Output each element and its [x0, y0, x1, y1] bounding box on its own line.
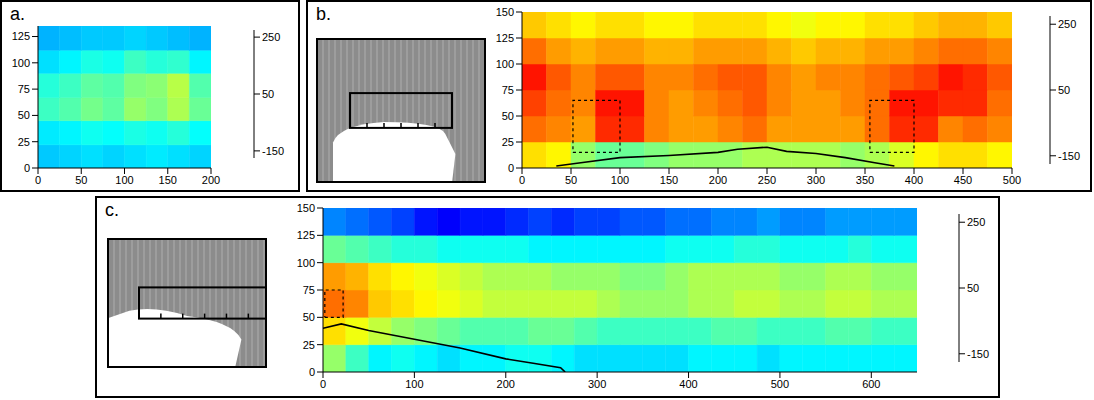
- html-text:a.: a.: [10, 4, 25, 24]
- html-text:c.: c.: [105, 200, 119, 220]
- svg-text:300: 300: [807, 174, 825, 186]
- svg-text:600: 600: [862, 378, 880, 390]
- svg-text:500: 500: [1003, 174, 1021, 186]
- svg-text:100: 100: [496, 58, 514, 70]
- svg-text:150: 150: [660, 174, 678, 186]
- svg-text:50: 50: [262, 88, 274, 100]
- svg-text:150: 150: [159, 174, 177, 186]
- svg-text:250: 250: [1058, 18, 1076, 30]
- svg-text:250: 250: [967, 216, 985, 228]
- svg-text:0: 0: [508, 162, 514, 174]
- svg-text:100: 100: [611, 174, 629, 186]
- svg-text:-150: -150: [1058, 150, 1080, 162]
- svg-text:0: 0: [24, 162, 30, 174]
- svg-text:50: 50: [565, 174, 577, 186]
- svg-text:50: 50: [303, 311, 315, 323]
- svg-text:25: 25: [502, 136, 514, 148]
- svg-text:200: 200: [202, 174, 220, 186]
- svg-text:75: 75: [303, 284, 315, 296]
- svg-text:-150: -150: [967, 348, 989, 360]
- svg-text:0: 0: [309, 366, 315, 378]
- svg-text:75: 75: [18, 83, 30, 95]
- svg-text:250: 250: [758, 174, 776, 186]
- svg-text:50: 50: [18, 109, 30, 121]
- svg-text:25: 25: [18, 136, 30, 148]
- svg-text:50: 50: [502, 110, 514, 122]
- svg-text:-150: -150: [262, 145, 284, 157]
- svg-text:400: 400: [679, 378, 697, 390]
- svg-text:75: 75: [502, 84, 514, 96]
- svg-text:150: 150: [496, 6, 514, 18]
- svg-text:450: 450: [954, 174, 972, 186]
- svg-text:50: 50: [967, 282, 979, 294]
- svg-text:0: 0: [519, 174, 525, 186]
- svg-text:50: 50: [1058, 84, 1070, 96]
- svg-text:150: 150: [297, 202, 315, 214]
- svg-text:125: 125: [297, 229, 315, 241]
- svg-text:125: 125: [496, 32, 514, 44]
- svg-text:100: 100: [297, 257, 315, 269]
- svg-text:400: 400: [905, 174, 923, 186]
- svg-text:500: 500: [771, 378, 789, 390]
- svg-text:0: 0: [320, 378, 326, 390]
- svg-text:25: 25: [303, 339, 315, 351]
- svg-text:200: 200: [709, 174, 727, 186]
- svg-text:100: 100: [405, 378, 423, 390]
- svg-text:50: 50: [75, 174, 87, 186]
- svg-text:100: 100: [12, 57, 30, 69]
- svg-text:300: 300: [588, 378, 606, 390]
- svg-text:0: 0: [35, 174, 41, 186]
- svg-text:100: 100: [115, 174, 133, 186]
- svg-text:125: 125: [12, 30, 30, 42]
- svg-text:350: 350: [856, 174, 874, 186]
- html-text:b.: b.: [316, 4, 331, 24]
- svg-text:200: 200: [497, 378, 515, 390]
- svg-text:250: 250: [262, 31, 280, 43]
